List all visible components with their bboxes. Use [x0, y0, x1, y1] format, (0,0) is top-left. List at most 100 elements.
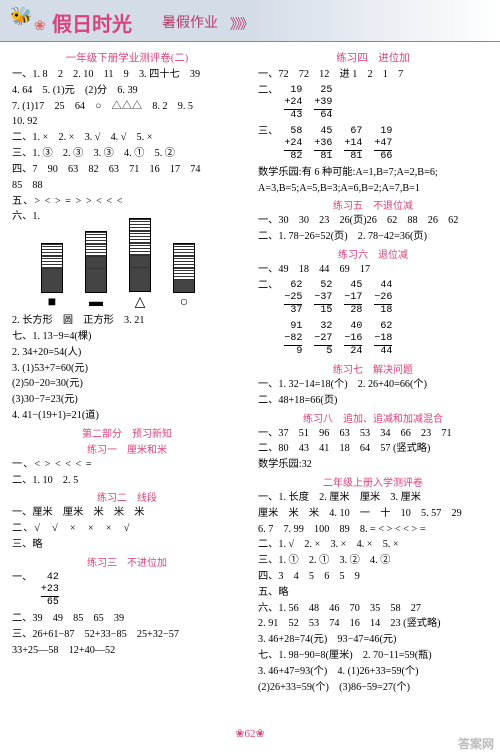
bar-segment [42, 256, 62, 268]
text-line: 七、1. 98−90=8(厘米) 2. 70−11=59(瓶) [258, 648, 488, 664]
section-sub: 练习一 厘米和米 [12, 441, 242, 456]
prefix: 二、 [258, 83, 278, 124]
bar-wrap: △ [124, 218, 156, 311]
text-line: 数学乐园:32 [258, 457, 488, 473]
text-line: 三、1. ① 2. ① 3. ② 4. ② [258, 553, 488, 569]
text-line: 85 88 [12, 178, 242, 194]
text-line: 3. (1)53+7=60(元) [12, 361, 242, 377]
text-line: 三、1. ③ 2. ③ 3. ③ 4. ① 5. ② [12, 146, 242, 162]
text-line: 一、1. 32−14=18(个) 2. 26+40=66(个) [258, 377, 488, 393]
text-line: 六、1. 56 48 46 70 35 58 27 [258, 601, 488, 617]
text-line: 一、厘米 厘米 米 米 米 [12, 505, 242, 521]
bar-segment [42, 244, 62, 256]
bar-segment [174, 268, 194, 280]
arithmetic-stack: 44−2618 [374, 280, 392, 317]
text-line: (3)30−7=23(元) [12, 392, 242, 408]
arithmetic-stack: 40−1624 [344, 321, 362, 358]
text-line: 7. (1)17 25 64 ○ △△△ 8. 2 9. 5 [12, 99, 242, 115]
text-line: 4. 41−(19+1)=21(道) [12, 408, 242, 424]
text-line: 二、80 43 41 18 64 57 (竖式略) [258, 441, 488, 457]
text-line: 2. 长方形 圆 正方形 3. 21 [12, 313, 242, 329]
bar-segment [174, 280, 194, 292]
section-sub: 练习八 追加、追减和加减混合 [258, 410, 488, 425]
arithmetic-stack: 52−3715 [314, 280, 332, 317]
bee-icon: 🐝 [10, 6, 32, 27]
bar [173, 243, 195, 293]
text-line: 二、√ √ × × × √ [12, 521, 242, 537]
bar-segment [130, 219, 150, 231]
text-line: 五、略 [258, 585, 488, 601]
bar-segment [130, 267, 150, 279]
arithmetic-stack: 58+2482 [284, 126, 302, 163]
text-line: 3. 46+47=93(个) 4. (1)26+33=59(个) [258, 664, 488, 680]
arithmetic-row: 二、 62−2537 52−3715 45−1728 44−2618 [258, 278, 488, 319]
section-title: 练习四 进位加 [258, 50, 488, 65]
text-line: 3. 46+28=74(元) 93−47=46(元) [258, 632, 488, 648]
arithmetic-stack: 19+2443 [284, 85, 302, 122]
text-line: 4. 64 5. (1)元 (2)分 6. 39 [12, 83, 242, 99]
page-header: 🐝 ❀ 假日时光 暑假作业 》》》 [0, 0, 500, 42]
text-line: A=3,B=5;A=5,B=3;A=6,B=2;A=7,B=1 [258, 181, 488, 197]
text-line: 2. 91 52 53 74 16 14 23 (竖式略) [258, 616, 488, 632]
text-line: 一、37 51 96 63 53 34 66 23 71 [258, 426, 488, 442]
text-line: 数学乐园:有 6 种可能:A=1,B=7;A=2,B=6; [258, 165, 488, 181]
bar-segment [86, 256, 106, 268]
text-line: 一、< > < < < = [12, 457, 242, 473]
arithmetic-stack: 62−2537 [284, 280, 302, 317]
arithmetic-stack: 19+4766 [374, 126, 392, 163]
arithmetic-row: 三、 58+2482 45+3681 67+1481 19+4766 [258, 124, 488, 165]
text-line: 二、1. √ 2. × 3. × 4. × 5. × [258, 537, 488, 553]
arithmetic-stack: 67+1481 [344, 126, 362, 163]
text-line: 6. 7 7. 99 100 89 8. = < > < < > = [258, 522, 488, 538]
text-line: 四、7 90 63 82 63 71 16 17 74 [12, 162, 242, 178]
bar-segment [86, 244, 106, 256]
arithmetic-stack: 25+3964 [314, 85, 332, 122]
arithmetic-stack: 32−275 [314, 321, 332, 358]
text-line: 10. 92 [12, 114, 242, 130]
text-line: (2)50−20=30(元) [12, 376, 242, 392]
section-sub: 二年级上册入学测评卷 [258, 474, 488, 489]
bar-label: ■ [48, 295, 56, 311]
text-line: (2)26+33=59(个) (3)86−59=27(个) [258, 680, 488, 696]
text-line: 一、1. 长度 2. 厘米 厘米 3. 厘米 [258, 490, 488, 506]
bar-segment [42, 268, 62, 280]
text-line: 一、30 30 23 26(页)26 62 88 26 62 [258, 213, 488, 229]
text-line: 一、49 18 44 69 17 [258, 262, 488, 278]
section-sub: 第二部分 预习新知 [12, 425, 242, 440]
bar-chart: ■ ▬ △ ○ [36, 229, 242, 311]
text-line: 一、 42+2365 [12, 570, 242, 611]
text-line: 一、72 72 12 进 1 2 1 7 [258, 67, 488, 83]
arithmetic-stack: 45−1728 [344, 280, 362, 317]
section-sub: 练习三 不进位加 [12, 554, 242, 569]
bar-wrap: ▬ [80, 231, 112, 311]
bar-segment [86, 280, 106, 292]
bar-label: ○ [180, 295, 188, 311]
bar-segment [42, 280, 62, 292]
section-title: 一年级下册学业测评卷(二) [12, 50, 242, 65]
bar-segment [130, 231, 150, 243]
text-line: 五、> < > = > > < < < [12, 194, 242, 210]
bar-label: △ [135, 294, 146, 311]
prefix: 二、 [258, 278, 278, 319]
text-line: 2. 34+20=54(人) [12, 345, 242, 361]
arithmetic-row: 二、 91−829 32−275 40−1624 62−1844 [258, 319, 488, 360]
prefix: 一、 [12, 572, 32, 583]
bar-segment [174, 244, 194, 256]
left-column: 一年级下册学业测评卷(二) 一、1. 8 2 2. 10 11 9 3. 四十七… [12, 48, 250, 696]
prefix: 三、 [258, 124, 278, 165]
bar-wrap: ■ [36, 243, 68, 311]
text-line: 二、1. 10 2. 5 [12, 473, 242, 489]
bar-label: ▬ [89, 295, 103, 311]
text-line: 四、3 4 5 6 5 9 [258, 569, 488, 585]
watermark: 答案网 [458, 735, 494, 752]
bar-segment [130, 279, 150, 291]
text-line: 二、1. 78−26=52(页) 2. 78−42=36(页) [258, 229, 488, 245]
text-line: 厘米 米 米 4. 10 一 十 10 5. 57 29 [258, 506, 488, 522]
bar-segment [174, 256, 194, 268]
chevron-icon: 》》》 [230, 14, 252, 34]
bar-segment [86, 268, 106, 280]
text-line: 二、48+18=66(页) [258, 393, 488, 409]
text-line: 一、1. 8 2 2. 10 11 9 3. 四十七 39 [12, 67, 242, 83]
section-sub: 练习二 线段 [12, 489, 242, 504]
arithmetic-stack: 45+3681 [314, 126, 332, 163]
